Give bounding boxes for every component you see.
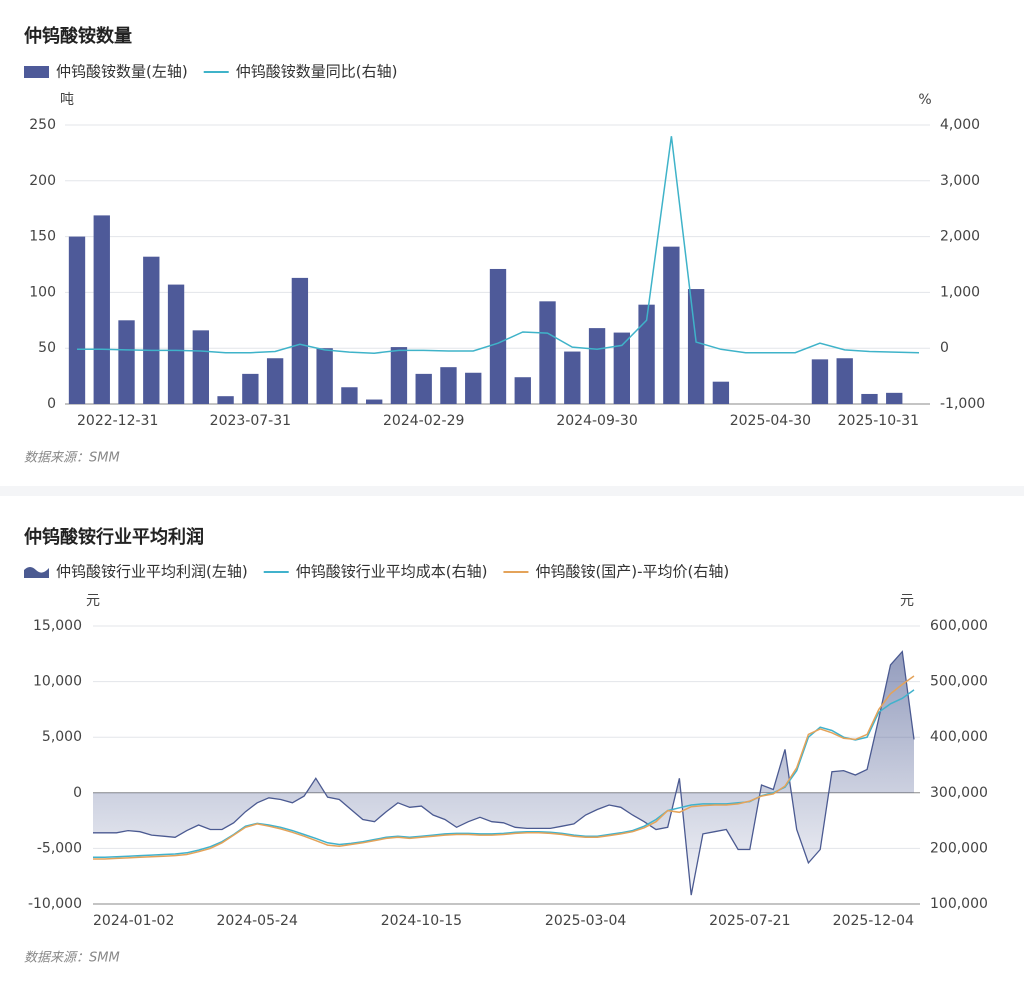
x-tick-label: 2024-01-02 xyxy=(93,913,174,929)
bar xyxy=(489,268,507,404)
source: 数据来源：SMM xyxy=(24,951,120,966)
bar xyxy=(143,256,160,404)
y-tick-label: 0 xyxy=(73,785,82,801)
y2-tick-label: 300,000 xyxy=(930,785,988,801)
bar xyxy=(861,393,878,404)
bar xyxy=(93,215,110,404)
bar xyxy=(539,301,556,404)
line xyxy=(77,136,920,354)
y2-tick-label: 200,000 xyxy=(930,840,988,856)
legend-label: 仲钨酸铵(国产)-平均价(右轴) xyxy=(535,563,729,581)
bar xyxy=(217,396,234,404)
x-tick-label: 2022-12-31 xyxy=(77,413,158,429)
y2-tick-label: 2,000 xyxy=(940,229,980,245)
bar xyxy=(638,304,655,404)
card xyxy=(0,496,1024,988)
bar xyxy=(341,387,358,404)
y-tick-label: -5,000 xyxy=(37,840,82,856)
y2-tick-label: 0 xyxy=(940,340,949,356)
bar xyxy=(390,347,408,404)
y-tick-label: 100 xyxy=(29,284,56,300)
legend-label: 仲钨酸铵数量同比(右轴) xyxy=(236,63,398,81)
card xyxy=(0,0,1024,486)
y2-unit: 元 xyxy=(900,593,914,609)
legend-swatch xyxy=(24,567,49,578)
legend-label: 仲钨酸铵数量(左轴) xyxy=(56,63,188,81)
bar xyxy=(415,373,432,404)
bar xyxy=(836,358,853,404)
y2-tick-label: 1,000 xyxy=(940,284,980,300)
y2-unit: % xyxy=(918,92,931,108)
bar xyxy=(242,373,259,404)
x-tick-label: 2024-09-30 xyxy=(556,413,637,429)
x-tick-label: 2025-10-31 xyxy=(838,413,919,429)
bar xyxy=(192,330,209,404)
y-tick-label: 250 xyxy=(29,117,56,133)
area-line xyxy=(93,650,915,896)
bar xyxy=(663,246,680,404)
legend-swatch xyxy=(24,66,49,78)
y-tick-label: 50 xyxy=(38,340,56,356)
y-unit: 吨 xyxy=(60,92,74,108)
line xyxy=(93,675,915,860)
bar xyxy=(366,399,383,404)
bar xyxy=(613,332,630,404)
bar xyxy=(167,284,185,404)
source: 数据来源：SMM xyxy=(24,451,120,466)
y-tick-label: 0 xyxy=(47,396,56,412)
bar xyxy=(440,367,457,404)
y2-tick-label: 500,000 xyxy=(930,674,988,690)
y2-tick-label: 100,000 xyxy=(930,896,988,912)
bar xyxy=(588,328,606,404)
x-tick-label: 2024-10-15 xyxy=(381,913,462,929)
x-tick-label: 2023-07-31 xyxy=(210,413,291,429)
bar xyxy=(266,358,284,404)
y2-tick-label: -1,000 xyxy=(940,396,985,412)
chart-title: 仲钨酸铵数量 xyxy=(24,25,132,47)
y2-tick-label: 400,000 xyxy=(930,729,988,745)
bar xyxy=(514,377,531,404)
bar xyxy=(118,320,135,404)
bar xyxy=(687,289,705,404)
bar xyxy=(68,236,86,404)
y2-tick-label: 4,000 xyxy=(940,117,980,133)
x-tick-label: 2025-03-04 xyxy=(545,913,626,929)
bar xyxy=(465,372,482,404)
x-tick-label: 2025-07-21 xyxy=(709,913,790,929)
y-tick-label: 150 xyxy=(29,229,56,245)
y-tick-label: 5,000 xyxy=(42,729,82,745)
bar xyxy=(291,277,309,404)
x-tick-label: 2024-05-24 xyxy=(217,913,298,929)
x-tick-label: 2024-02-29 xyxy=(383,413,464,429)
bar xyxy=(712,381,730,404)
bar xyxy=(811,359,829,404)
x-tick-label: 2025-04-30 xyxy=(730,413,811,429)
legend-label: 仲钨酸铵行业平均利润(左轴) xyxy=(56,563,248,581)
y-tick-label: 15,000 xyxy=(33,618,82,634)
bar xyxy=(316,348,333,404)
y-tick-label: -10,000 xyxy=(28,896,82,912)
bar xyxy=(886,392,903,404)
y-unit: 元 xyxy=(86,593,100,609)
y2-tick-label: 3,000 xyxy=(940,173,980,189)
y-tick-label: 200 xyxy=(29,173,56,189)
bar xyxy=(564,351,581,404)
legend-label: 仲钨酸铵行业平均成本(右轴) xyxy=(296,563,488,581)
chart-title: 仲钨酸铵行业平均利润 xyxy=(24,526,204,548)
x-tick-label: 2025-12-04 xyxy=(833,913,914,929)
y-tick-label: 10,000 xyxy=(33,674,82,690)
y2-tick-label: 600,000 xyxy=(930,618,988,634)
